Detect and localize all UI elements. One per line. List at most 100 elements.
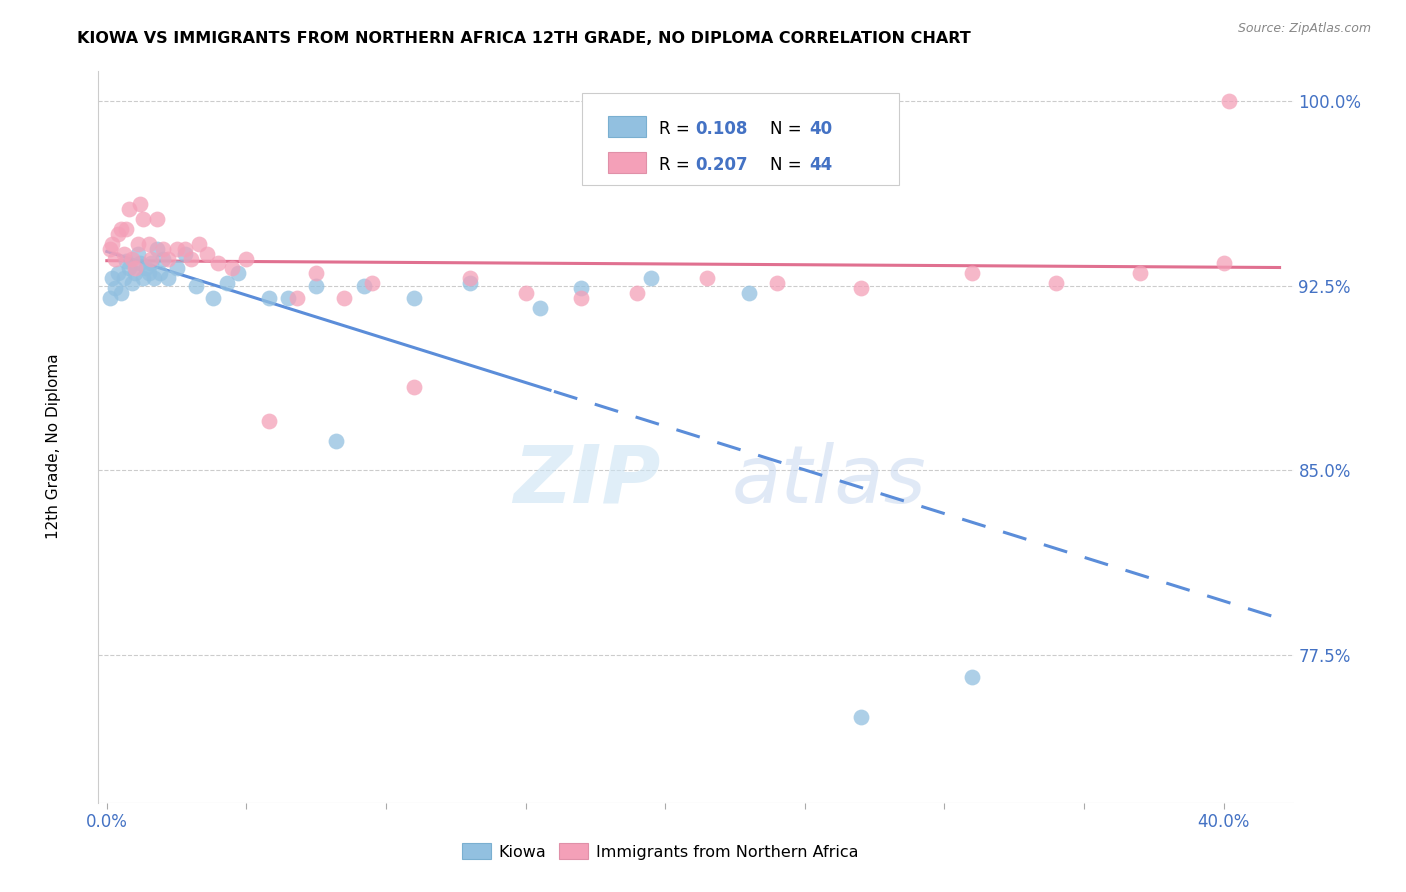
Point [157,252,180,266]
Point [696,271,718,285]
Point [174,246,197,260]
Point [104,281,127,295]
Text: ZIP: ZIP [513,442,661,520]
Point [143,271,166,285]
Point [849,709,872,723]
Text: 44: 44 [810,156,832,174]
Point [277,291,299,305]
Point [149,266,172,280]
Point [515,285,537,300]
Text: R =: R = [659,156,695,174]
Point [127,246,149,260]
Point [141,252,163,266]
Legend: Kiowa, Immigrants from Northern Africa: Kiowa, Immigrants from Northern Africa [457,838,863,864]
Point [235,252,257,266]
Point [138,236,160,251]
Point [361,276,384,290]
Point [152,252,174,266]
Point [1212,256,1234,270]
Point [201,291,224,305]
Point [135,261,157,276]
Point [1218,94,1240,108]
Point [146,212,169,227]
Point [121,252,143,266]
Text: N =: N = [770,156,807,174]
Point [138,266,160,280]
FancyBboxPatch shape [607,116,645,137]
Point [402,291,425,305]
Point [626,285,648,300]
Point [180,252,202,266]
Text: 0.108: 0.108 [695,120,747,138]
Text: Source: ZipAtlas.com: Source: ZipAtlas.com [1237,22,1371,36]
Point [98,291,121,305]
FancyBboxPatch shape [582,94,900,185]
Point [458,276,481,290]
Point [104,252,127,266]
Point [107,227,129,241]
Point [353,278,375,293]
Point [207,256,229,270]
Point [152,242,174,256]
Point [157,271,180,285]
Point [1045,276,1067,290]
Point [118,202,141,217]
Point [110,222,132,236]
FancyBboxPatch shape [607,152,645,173]
Point [215,276,238,290]
Point [402,379,425,393]
Point [132,212,155,227]
Text: 40: 40 [810,120,832,138]
Point [146,242,169,256]
Point [186,278,208,293]
Text: 12th Grade, No Diploma: 12th Grade, No Diploma [46,353,60,539]
Point [257,414,280,428]
Point [333,291,356,305]
Point [129,256,152,270]
Point [107,266,129,280]
Text: N =: N = [770,120,807,138]
Point [305,266,328,280]
Point [571,291,593,305]
Point [221,261,243,276]
Point [115,222,138,236]
Point [305,278,328,293]
Point [187,236,209,251]
Point [132,271,155,285]
Text: 0.207: 0.207 [695,156,748,174]
Text: KIOWA VS IMMIGRANTS FROM NORTHERN AFRICA 12TH GRADE, NO DIPLOMA CORRELATION CHAR: KIOWA VS IMMIGRANTS FROM NORTHERN AFRICA… [77,31,972,46]
Point [458,271,481,285]
Point [110,285,132,300]
Point [166,242,188,256]
Point [325,434,347,448]
Point [118,261,141,276]
Point [98,242,121,256]
Point [571,281,593,295]
Point [529,301,551,315]
Point [174,242,197,256]
Point [112,271,135,285]
Point [257,291,280,305]
Text: atlas: atlas [733,442,927,520]
Point [285,291,308,305]
Point [766,276,789,290]
Point [166,261,188,276]
Point [124,266,146,280]
Point [738,285,761,300]
Point [1129,266,1152,280]
Point [226,266,249,280]
Point [112,246,135,260]
Point [127,236,149,251]
Point [849,281,872,295]
Point [195,246,218,260]
Point [141,256,163,270]
Point [101,271,124,285]
Text: R =: R = [659,120,695,138]
Point [962,670,984,684]
Point [129,197,152,211]
Point [101,236,124,251]
Point [962,266,984,280]
Point [115,254,138,268]
Point [640,271,662,285]
Point [124,261,146,276]
